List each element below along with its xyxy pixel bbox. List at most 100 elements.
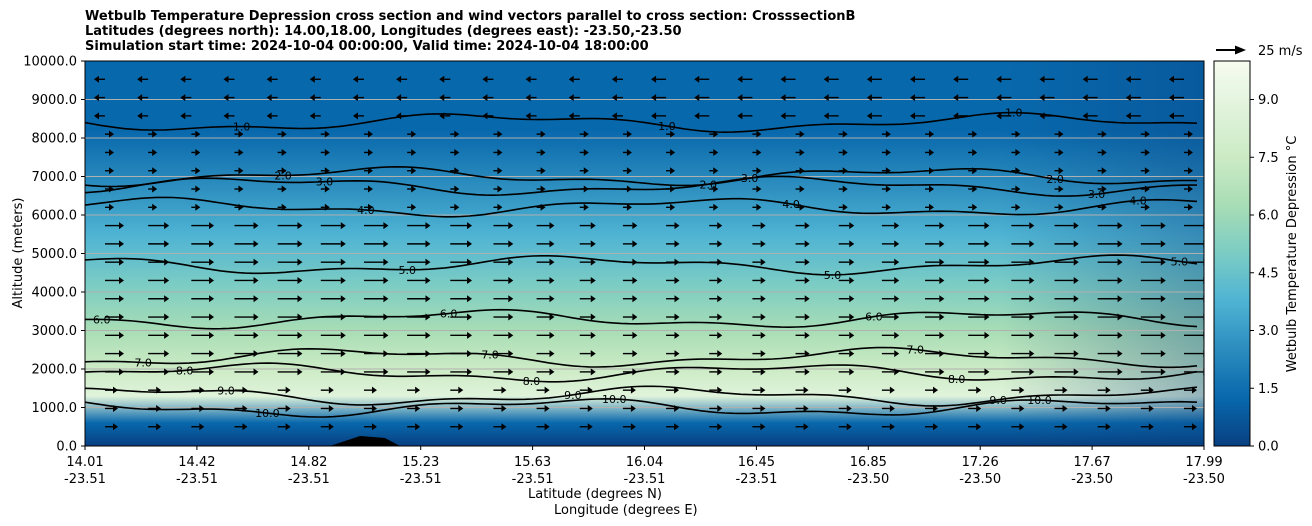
wind-vector-head — [1039, 94, 1045, 102]
wind-vector-head — [651, 75, 657, 83]
wind-vector-head — [458, 386, 464, 394]
wind-vector-head — [467, 222, 473, 230]
y-axis-label: Altitude (meters) — [11, 198, 26, 309]
wind-vector-head — [411, 130, 417, 138]
contour-label: 1.0 — [233, 121, 251, 134]
wind-vector-head — [238, 148, 244, 156]
wind-vector-head — [352, 75, 358, 83]
y-tick-label: 5000.0 — [32, 247, 78, 262]
wind-vector-head — [396, 75, 402, 83]
wind-vector-head — [1101, 203, 1107, 211]
wind-vector-head — [1101, 167, 1107, 175]
wind-vector-head — [866, 94, 872, 102]
wind-vector-head — [1117, 350, 1123, 358]
wind-vector-head — [340, 350, 346, 358]
wind-vector-head — [164, 276, 170, 284]
contour-label: 9.0 — [217, 385, 235, 398]
contour-label: 6.0 — [865, 311, 883, 324]
contour-line — [85, 111, 1198, 134]
wind-vector-head — [1073, 222, 1079, 230]
wind-vector-head — [415, 423, 421, 431]
wind-vector-head — [1192, 386, 1197, 394]
wind-vector-head — [164, 313, 170, 321]
wind-vector-head — [939, 313, 945, 321]
wind-vector-head — [152, 203, 158, 211]
wind-vector-head — [804, 258, 810, 266]
wind-vector-head — [939, 240, 945, 248]
wind-vector-head — [1029, 350, 1035, 358]
wind-vector-head — [396, 112, 402, 120]
wind-vector-head — [590, 276, 596, 284]
wind-vector-head — [804, 276, 810, 284]
wind-vector-head — [803, 404, 809, 412]
wind-vector-head — [568, 112, 574, 120]
contour-line — [85, 196, 1198, 218]
wind-vector-head — [632, 222, 638, 230]
wind-vector-head — [383, 258, 389, 266]
wind-vector-head — [209, 258, 215, 266]
wind-vector-head — [674, 368, 680, 376]
wind-vector-head — [632, 295, 638, 303]
wind-vector-head — [842, 130, 848, 138]
wind-vector-head — [756, 130, 762, 138]
y-tick-label: 8000.0 — [32, 132, 78, 147]
wind-vector-head — [137, 112, 143, 120]
wind-vector-head — [119, 368, 124, 376]
wind-vector-head — [137, 75, 143, 83]
wind-vector-head — [823, 112, 829, 120]
wind-vector-head — [508, 350, 514, 358]
wind-vector-head — [497, 167, 503, 175]
contour-label: 10.0 — [255, 407, 280, 420]
wind-vector-head — [454, 130, 460, 138]
wind-vector-head — [651, 94, 657, 102]
wind-vector-head — [674, 350, 680, 358]
wind-vector-head — [340, 368, 346, 376]
y-tick-label: 2000.0 — [32, 363, 78, 378]
wind-vector-head — [109, 167, 114, 175]
wind-vector-head — [760, 222, 766, 230]
wind-vector-head — [587, 404, 593, 412]
wind-vector-head — [929, 203, 935, 211]
wind-vector-head — [849, 240, 855, 248]
wind-vector-head — [253, 368, 259, 376]
wind-reference-label: 25 m/s — [1258, 44, 1303, 59]
wind-vector-head — [508, 295, 514, 303]
wind-vector-head — [760, 350, 766, 358]
wind-vector-head — [651, 112, 657, 120]
wind-vector-head — [411, 148, 417, 156]
wind-vector-head — [590, 222, 596, 230]
wind-vector-head — [1117, 222, 1123, 230]
wind-vector-head — [760, 313, 766, 321]
wind-vector-head — [717, 295, 723, 303]
wind-vector-head — [525, 94, 531, 102]
colorbar-label: Wetbulb Temperature Depression °C — [1285, 136, 1300, 373]
x-tick-label-latitude: 15.63 — [514, 455, 551, 470]
wind-vector-head — [1148, 423, 1154, 431]
wind-vector-head — [670, 167, 676, 175]
contour-label: 2.0 — [1046, 173, 1064, 186]
wind-vector-head — [549, 258, 555, 266]
wind-vector-head — [933, 386, 939, 394]
x-axis-label-latitude: Latitude (degrees N) — [528, 487, 662, 502]
wind-vector-head — [540, 203, 546, 211]
contour-label: 8.0 — [176, 365, 194, 378]
wind-vector-head — [309, 94, 315, 102]
x-tick-label-latitude: 15.23 — [402, 455, 439, 470]
wind-vector-head — [583, 203, 589, 211]
wind-vector-head — [976, 423, 982, 431]
wind-vector-head — [717, 313, 723, 321]
wind-vector-head — [467, 313, 473, 321]
wind-vector-head — [842, 167, 848, 175]
wind-vector-head — [501, 386, 507, 394]
wind-vector-head — [632, 368, 638, 376]
wind-vector-head — [425, 368, 431, 376]
wind-vector-head — [209, 240, 215, 248]
wind-vector-head — [508, 276, 514, 284]
wind-vector-head — [717, 258, 723, 266]
wind-vector-head — [1015, 185, 1021, 193]
wind-vector-head — [670, 148, 676, 156]
wind-vector-head — [1019, 386, 1025, 394]
wind-vector-head — [760, 331, 766, 339]
wind-vector-head — [632, 258, 638, 266]
wind-vector-head — [1160, 295, 1166, 303]
